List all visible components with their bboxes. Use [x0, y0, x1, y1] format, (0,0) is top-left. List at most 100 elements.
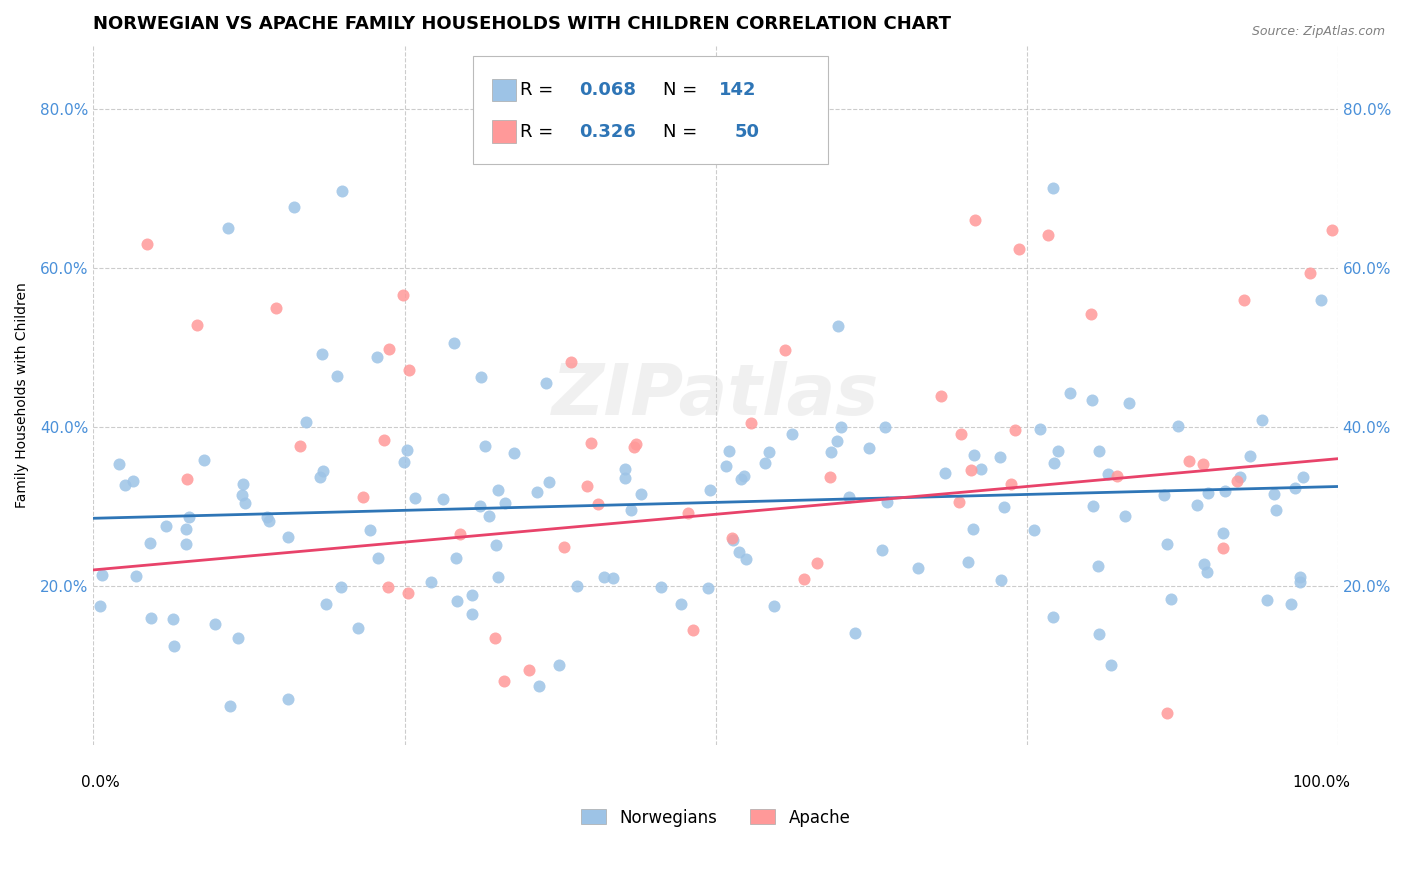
Point [818, 470, 841, 484]
Point [990, 573, 1012, 587]
Point [420, 575, 443, 590]
Point [256, 510, 278, 524]
Point [179, 510, 201, 524]
Point [486, 483, 509, 497]
Point [1192, 457, 1215, 471]
Point [470, 369, 492, 384]
Point [963, 213, 986, 227]
Point [1043, 457, 1066, 471]
Point [517, 663, 540, 677]
Point [827, 318, 849, 333]
Point [494, 495, 516, 509]
Point [1212, 525, 1234, 540]
Point [311, 347, 333, 361]
Point [367, 550, 389, 565]
Point [398, 363, 420, 377]
Point [1289, 570, 1312, 584]
Point [1088, 627, 1111, 641]
Point [1036, 227, 1059, 242]
Point [538, 475, 561, 490]
Point [1156, 537, 1178, 551]
Y-axis label: Family Households with Children: Family Households with Children [15, 282, 30, 508]
Point [1299, 266, 1322, 280]
Point [602, 571, 624, 585]
Point [163, 640, 186, 654]
Point [330, 184, 353, 198]
Point [91, 568, 114, 582]
Point [232, 477, 254, 491]
Point [1083, 499, 1105, 513]
Point [875, 419, 897, 434]
Point [1288, 575, 1310, 590]
Point [1118, 396, 1140, 410]
Point [526, 485, 548, 500]
Point [1265, 503, 1288, 517]
Point [359, 523, 381, 537]
Point [484, 631, 506, 645]
Point [1022, 523, 1045, 537]
Point [623, 440, 645, 454]
Point [990, 450, 1012, 465]
Point [1153, 488, 1175, 502]
Point [949, 427, 972, 442]
Point [870, 542, 893, 557]
Point [136, 237, 159, 252]
Point [560, 355, 582, 369]
Point [502, 445, 524, 459]
Point [876, 495, 898, 509]
Point [315, 597, 337, 611]
Text: 0.326: 0.326 [579, 122, 636, 141]
Point [593, 569, 616, 583]
Text: 142: 142 [720, 80, 756, 99]
Point [277, 530, 299, 544]
Point [174, 536, 197, 550]
Point [1263, 487, 1285, 501]
Point [1195, 565, 1218, 579]
Point [773, 343, 796, 358]
Point [1156, 706, 1178, 720]
Point [217, 221, 239, 235]
Point [1239, 449, 1261, 463]
Point [294, 415, 316, 429]
Point [1114, 509, 1136, 524]
Point [1187, 498, 1209, 512]
Point [780, 427, 803, 442]
Point [290, 439, 312, 453]
Point [366, 350, 388, 364]
Point [754, 456, 776, 470]
Text: N =: N = [664, 80, 703, 99]
Point [1229, 470, 1251, 484]
Point [730, 472, 752, 486]
Point [226, 632, 249, 646]
Point [114, 478, 136, 492]
Text: 100.0%: 100.0% [1292, 774, 1350, 789]
Text: R =: R = [520, 80, 560, 99]
Point [716, 458, 738, 473]
Point [125, 569, 148, 583]
Point [620, 502, 643, 516]
Text: ZIPatlas: ZIPatlas [553, 360, 879, 430]
Point [838, 490, 860, 504]
Point [762, 599, 785, 614]
Point [721, 531, 744, 545]
Point [1251, 413, 1274, 427]
Point [1322, 222, 1344, 236]
Point [993, 500, 1015, 515]
Legend: Norwegians, Apache: Norwegians, Apache [574, 802, 858, 833]
FancyBboxPatch shape [492, 120, 516, 143]
Point [1233, 293, 1256, 307]
Point [1160, 591, 1182, 606]
Point [141, 611, 163, 625]
Point [948, 495, 970, 509]
Point [346, 621, 368, 635]
Point [827, 434, 849, 448]
Point [233, 496, 256, 510]
Point [257, 514, 280, 528]
Point [963, 448, 986, 462]
Point [89, 599, 111, 614]
Point [121, 474, 143, 488]
Point [699, 483, 721, 497]
Point [717, 443, 740, 458]
Point [553, 541, 575, 555]
Point [378, 343, 401, 357]
